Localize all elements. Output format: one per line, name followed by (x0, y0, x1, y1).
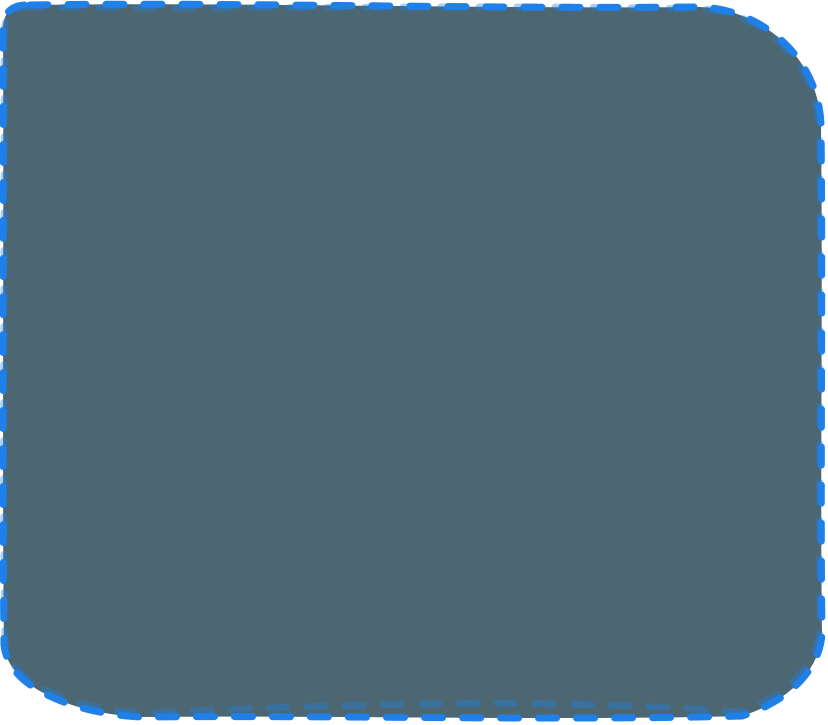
rectangle-shape[interactable] (3, 4, 822, 719)
